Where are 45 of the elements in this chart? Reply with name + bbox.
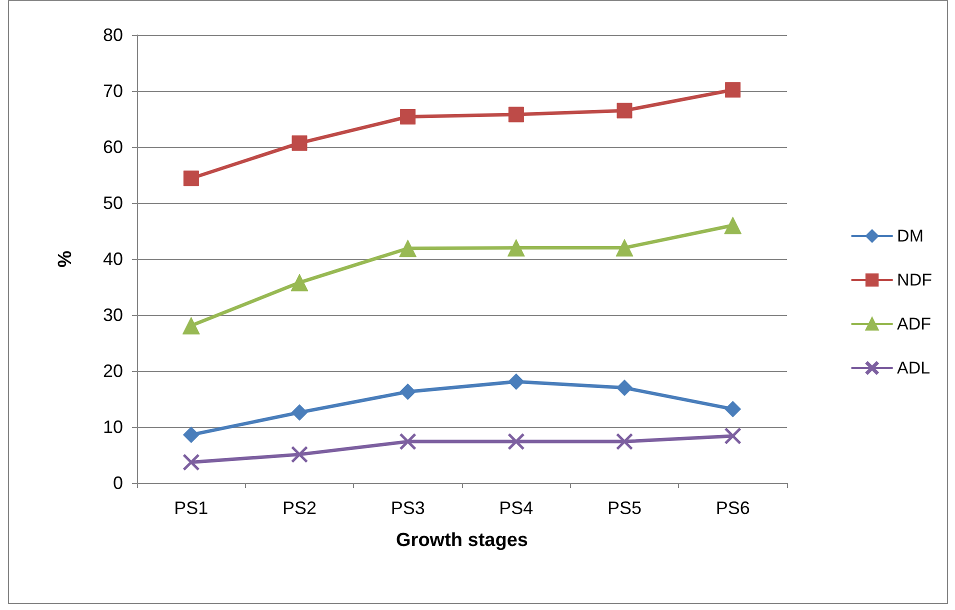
- point: [508, 433, 524, 450]
- x-axis-title: Growth stages: [396, 530, 528, 551]
- point: [616, 239, 634, 257]
- point: [724, 428, 742, 444]
- point: [616, 102, 632, 118]
- point: [182, 426, 200, 444]
- point: [616, 433, 633, 450]
- point: [725, 82, 741, 98]
- point: [399, 240, 417, 258]
- point: [400, 383, 416, 400]
- y-tick-label: 10: [102, 417, 123, 437]
- point: [508, 106, 524, 122]
- legend-label: ADL: [897, 358, 930, 378]
- point: [183, 170, 199, 186]
- x-tick-label: PS6: [716, 498, 750, 518]
- x-tick-label: PS4: [499, 498, 534, 518]
- point: [724, 216, 742, 234]
- point: [291, 404, 308, 421]
- x-tick-label: PS5: [607, 498, 642, 518]
- y-tick-label: 0: [112, 473, 123, 493]
- y-tick-label: 30: [102, 305, 123, 325]
- point: [508, 373, 524, 390]
- point: [182, 316, 200, 334]
- y-tick-label: 50: [102, 193, 123, 213]
- point: [182, 454, 200, 471]
- point: [400, 433, 416, 450]
- point: [724, 400, 742, 418]
- legend-label: NDF: [897, 270, 932, 290]
- x-tick-label: PS1: [174, 498, 208, 518]
- y-tick-label: 70: [102, 81, 123, 101]
- legend-label: ADF: [897, 314, 932, 334]
- point: [291, 446, 308, 463]
- y-tick-label: 60: [102, 137, 123, 157]
- y-tick-label: 20: [102, 361, 123, 381]
- legend-label: DM: [897, 226, 924, 246]
- point: [290, 274, 308, 292]
- y-tick-label: 80: [102, 25, 123, 45]
- point: [616, 380, 633, 396]
- x-tick-label: PS2: [282, 498, 317, 518]
- point: [292, 135, 308, 151]
- point: [507, 239, 525, 257]
- y-axis-title: %: [55, 250, 76, 268]
- y-tick-label: 40: [102, 249, 123, 269]
- x-tick-label: PS3: [390, 498, 425, 518]
- point: [400, 109, 416, 125]
